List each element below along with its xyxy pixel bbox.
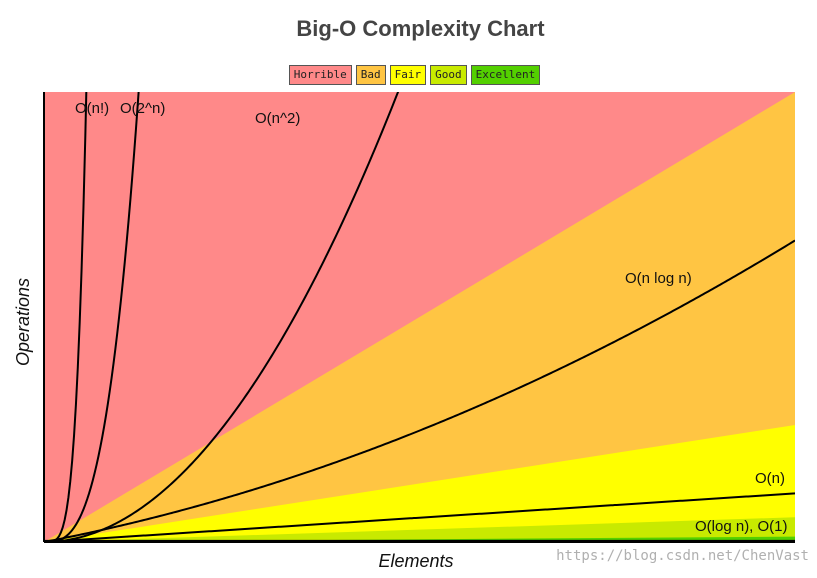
- series-line-o-n-log-n: [44, 239, 795, 542]
- legend-item-excellent[interactable]: Excellent: [470, 65, 541, 85]
- series-line-o-n: [44, 492, 795, 542]
- series-label-o-log-n-o-1: O(log n), O(1): [695, 518, 788, 535]
- region-bad: [44, 92, 795, 542]
- series-label-o-2-n: O(2^n): [120, 100, 165, 117]
- legend-item-bad[interactable]: Bad: [355, 65, 386, 85]
- watermark: https://blog.csdn.net/ChenVast: [556, 548, 809, 564]
- legend-item-horrible[interactable]: Horrible: [288, 65, 352, 85]
- series-line-o-n-2: [44, 92, 400, 542]
- x-axis-label: Elements: [378, 551, 453, 571]
- y-axis-label: Operations: [13, 278, 33, 366]
- series-label-o-n-log-n: O(n log n): [625, 270, 692, 287]
- legend-item-fair[interactable]: Fair: [389, 65, 427, 85]
- region-fair: [44, 425, 795, 542]
- legend: Horrible Bad Fair Good Excellent: [0, 65, 817, 85]
- series-label-o-n: O(n!): [75, 100, 109, 117]
- series-label-o-n: O(n): [755, 470, 785, 487]
- region-good: [44, 517, 795, 542]
- chart-title: Big-O Complexity Chart: [296, 16, 545, 41]
- legend-item-good[interactable]: Good: [430, 65, 467, 85]
- series-label-o-n-2: O(n^2): [255, 110, 300, 127]
